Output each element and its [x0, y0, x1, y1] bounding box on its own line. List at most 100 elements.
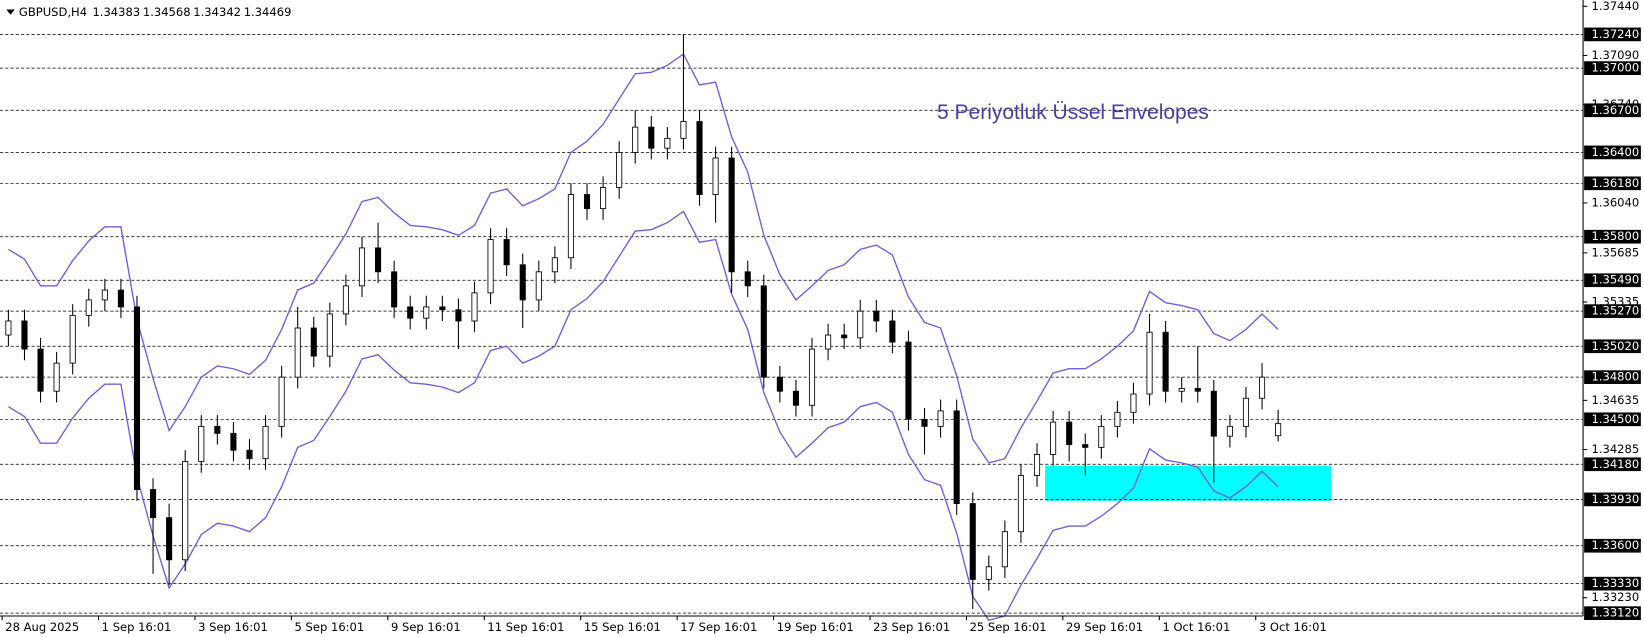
candle-body [1130, 393, 1137, 413]
x-tick-label: 11 Sep 16:01 [487, 620, 564, 634]
level-box [1584, 457, 1641, 472]
level-label: 1.33330 [1591, 576, 1639, 590]
candle-body [1194, 387, 1201, 392]
annotation: 5 Periyotluk Üssel Envelopes [937, 101, 1209, 124]
level-box [1584, 103, 1641, 118]
candle-body [407, 306, 414, 319]
candle-body [1146, 331, 1153, 395]
level-box [1584, 538, 1641, 553]
candle-body [1082, 444, 1089, 448]
level-label: 1.36700 [1591, 103, 1639, 117]
candle-body [391, 271, 398, 308]
level-label: 1.33600 [1591, 538, 1639, 552]
candle-body [600, 187, 607, 210]
candle-body [455, 309, 462, 322]
candle-body [342, 285, 349, 315]
level-box [1584, 412, 1641, 427]
candle-body [471, 292, 478, 322]
level-box [1584, 304, 1641, 318]
x-tick-label: 25 Sep 16:01 [970, 620, 1047, 634]
candle-body [375, 247, 382, 273]
level-box [1584, 576, 1641, 591]
x-tick-label: 3 Sep 16:01 [198, 620, 268, 634]
x-tick-label: 19 Sep 16:01 [777, 620, 854, 634]
candle-body [712, 157, 719, 195]
level-box [1584, 492, 1641, 507]
menu-triangle[interactable] [6, 9, 15, 15]
high: 1.34568 [143, 5, 191, 19]
x-tick-label: 3 Oct 16:01 [1259, 620, 1327, 634]
level-label: 1.34180 [1591, 457, 1639, 471]
x-tick-label: 1 Oct 16:01 [1162, 620, 1230, 634]
x-tick-label: 17 Sep 16:01 [680, 620, 757, 634]
candle-body [246, 449, 253, 460]
close: 1.34469 [244, 5, 292, 19]
x-tick-label: 5 Sep 16:01 [295, 620, 365, 634]
candle-body [1162, 331, 1169, 392]
level-box [1584, 27, 1641, 42]
candle-body [166, 517, 173, 561]
level-label: 1.33930 [1591, 492, 1639, 506]
y-tick-label: 1.34285 [1591, 442, 1639, 456]
candle-body [1098, 425, 1105, 448]
candle-body [1258, 376, 1266, 399]
candle-body [37, 348, 44, 392]
symbol: GBPUSD,H4 [19, 5, 87, 19]
candle-body [503, 239, 510, 266]
level-box [1584, 145, 1641, 160]
y-tick-label: 1.36040 [1591, 195, 1639, 209]
candle-body [1226, 425, 1233, 437]
candle-body [696, 121, 703, 195]
candle-body [117, 289, 124, 308]
candle-body [857, 310, 864, 339]
candle-body [85, 299, 92, 316]
candle-body [1210, 390, 1217, 437]
candle-body [1275, 423, 1282, 437]
level-label: 1.35490 [1591, 273, 1639, 287]
candle-body [439, 306, 446, 311]
low: 1.34342 [193, 5, 241, 19]
candle-body [1242, 397, 1250, 427]
candle-body [278, 376, 285, 427]
candle-body [230, 432, 237, 451]
level-label: 1.35800 [1591, 229, 1639, 243]
candle-body [1033, 454, 1041, 476]
candle-body [1066, 421, 1073, 446]
candle-body [825, 334, 832, 350]
candle-body [664, 137, 671, 149]
envelope-line [8, 53, 1279, 464]
level-box [1584, 229, 1641, 244]
candle-body [985, 566, 992, 580]
level-box [1584, 176, 1641, 191]
candle-body [680, 121, 687, 139]
candle-body [551, 257, 558, 273]
level-label: 1.34500 [1591, 412, 1639, 426]
candle-body [567, 194, 574, 259]
candle-body [150, 489, 157, 519]
level-label: 1.33120 [1591, 606, 1639, 620]
y-tick-label: 1.35685 [1591, 245, 1639, 259]
level-label: 1.37000 [1591, 61, 1639, 75]
x-tick-label: 23 Sep 16:01 [873, 620, 950, 634]
candle-body [632, 126, 639, 153]
candle-body [182, 461, 189, 561]
y-tick-label: 1.37090 [1591, 48, 1639, 62]
x-tick-label: 29 Sep 16:01 [1066, 620, 1143, 634]
candle-body [760, 285, 767, 378]
level-label: 1.34800 [1591, 370, 1639, 384]
candle-body [905, 341, 912, 420]
level-box [1584, 606, 1641, 620]
open: 1.34383 [92, 5, 140, 19]
candle-body [744, 271, 751, 287]
candle-body [423, 306, 430, 319]
candle-body [535, 271, 542, 301]
level-label: 1.36180 [1591, 176, 1639, 190]
candle-body [648, 126, 655, 149]
candle-body [969, 503, 976, 580]
level-label: 1.37240 [1591, 27, 1639, 41]
level-box [1584, 370, 1641, 385]
envelope-line [8, 210, 1279, 621]
candle-body [1178, 387, 1185, 392]
